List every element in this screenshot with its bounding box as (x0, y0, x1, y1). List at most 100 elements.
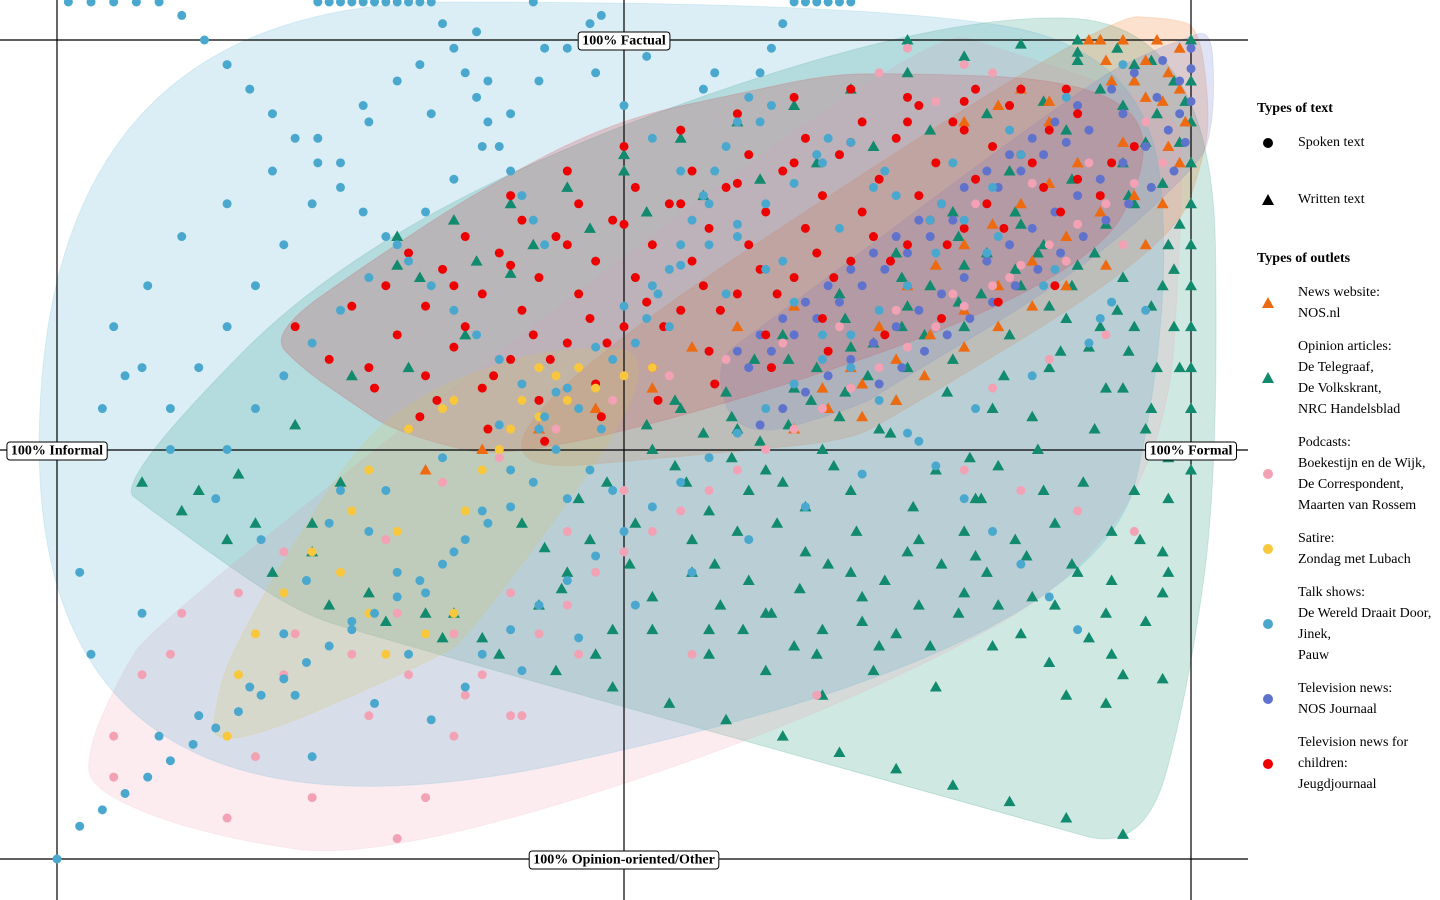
point-kids-76 (948, 117, 958, 127)
point-tv_news-17 (834, 297, 844, 307)
point-kids-18 (761, 207, 771, 217)
point-talk-110 (551, 387, 561, 397)
point-tv_news-66 (1078, 232, 1088, 242)
point-tv_news-55 (846, 354, 856, 364)
point-kids-57 (517, 215, 527, 225)
point-tv_news-67 (1056, 248, 1066, 258)
point-podcast-13 (506, 711, 516, 721)
point-kids-98 (676, 125, 686, 135)
point-podcast-25 (846, 383, 856, 393)
point-opinion-227 (362, 586, 375, 598)
point-satire-29 (534, 363, 544, 373)
point-tv_news-73 (920, 346, 930, 356)
point-talk-226 (358, 0, 368, 7)
point-kids-30 (800, 223, 810, 233)
point-opinion-112 (1111, 304, 1124, 315)
point-talk-103 (982, 248, 992, 258)
point-opinion-247 (674, 132, 687, 143)
point-talk-136 (154, 731, 164, 741)
point-tv_news-27 (1005, 150, 1015, 160)
point-opinion-3 (1185, 34, 1197, 45)
point-opinion-48 (646, 443, 659, 454)
point-kids-80 (290, 322, 300, 332)
point-talk-160 (392, 592, 402, 602)
point-talk-147 (540, 412, 550, 422)
point-opinion-10 (1185, 320, 1197, 332)
point-talk-64 (109, 322, 119, 332)
point-talk-93 (415, 60, 425, 70)
point-talk-171 (267, 109, 277, 119)
point-podcast-53 (381, 535, 391, 545)
point-talk-52 (761, 264, 771, 274)
point-kids-29 (744, 240, 754, 250)
point-podcast-0 (109, 731, 119, 741)
point-talk-8 (421, 588, 431, 598)
legend-outlet-kids: Television news for children: Jeugdjourn… (1257, 732, 1440, 795)
point-news_web-35 (890, 394, 903, 405)
hull-talk (38, 1, 1165, 787)
point-talk-0 (52, 854, 62, 864)
point-podcast-32 (1044, 240, 1054, 250)
point-opinion-128 (1060, 124, 1073, 135)
point-opinion-240 (1099, 697, 1112, 708)
point-talk-14 (591, 342, 601, 352)
point-tv_news-1 (1186, 43, 1196, 53)
point-talk-29 (307, 199, 317, 209)
point-tv_news-62 (1169, 166, 1179, 176)
point-talk-126 (710, 68, 720, 78)
point-talk-220 (426, 0, 436, 7)
point-satire-0 (222, 731, 232, 741)
point-opinion-23 (844, 566, 857, 577)
point-podcast-29 (959, 301, 969, 311)
point-kids-42 (789, 273, 799, 283)
data-points (52, 0, 1197, 864)
point-talk-120 (1118, 60, 1128, 70)
point-talk-4 (307, 752, 317, 762)
legend-outlet-talk-symbol (1263, 619, 1273, 629)
point-opinion-265 (606, 681, 619, 692)
point-opinion-22 (731, 525, 744, 536)
point-talk-176 (211, 723, 221, 733)
point-talk-18 (704, 240, 714, 250)
point-opinion-194 (1167, 320, 1180, 332)
point-talk-234 (988, 182, 998, 192)
point-podcast-74 (971, 199, 981, 209)
point-talk-182 (143, 772, 153, 782)
point-news_web-48 (1105, 74, 1118, 86)
point-podcast-59 (721, 354, 731, 364)
point-kids-49 (534, 395, 544, 405)
point-talk-112 (664, 322, 674, 332)
point-kids-122 (602, 338, 612, 348)
point-opinion-99 (793, 582, 806, 594)
axis-label-right-text: 100% Formal (1150, 444, 1233, 459)
point-talk-206 (812, 0, 822, 7)
point-opinion-157 (856, 590, 869, 602)
point-opinion-64 (1026, 410, 1039, 422)
point-satire-15 (619, 371, 629, 381)
point-talk-131 (993, 232, 1003, 242)
point-podcast-50 (460, 690, 470, 700)
point-opinion-196 (1122, 345, 1135, 356)
point-talk-5 (336, 485, 345, 495)
point-kids-56 (460, 232, 470, 242)
point-opinion-35 (986, 402, 999, 414)
point-news_web-46 (992, 99, 1005, 111)
point-opinion-181 (867, 140, 880, 151)
point-opinion-224 (192, 484, 205, 495)
point-opinion-212 (669, 394, 682, 405)
point-opinion-47 (703, 504, 716, 516)
point-opinion-167 (952, 607, 965, 618)
point-opinion-123 (776, 328, 789, 340)
point-talk-74 (574, 633, 584, 643)
point-opinion-203 (924, 279, 937, 291)
point-podcast-38 (392, 608, 402, 618)
point-opinion-252 (958, 50, 971, 61)
point-opinion-72 (776, 476, 789, 487)
point-tv_news-6 (1084, 125, 1094, 135)
point-talk-16 (647, 281, 657, 291)
point-tv_news-2 (1186, 64, 1196, 74)
point-opinion-256 (136, 476, 149, 487)
point-talk-225 (370, 0, 380, 7)
point-opinion-236 (873, 640, 886, 651)
point-podcast-82 (959, 60, 969, 70)
